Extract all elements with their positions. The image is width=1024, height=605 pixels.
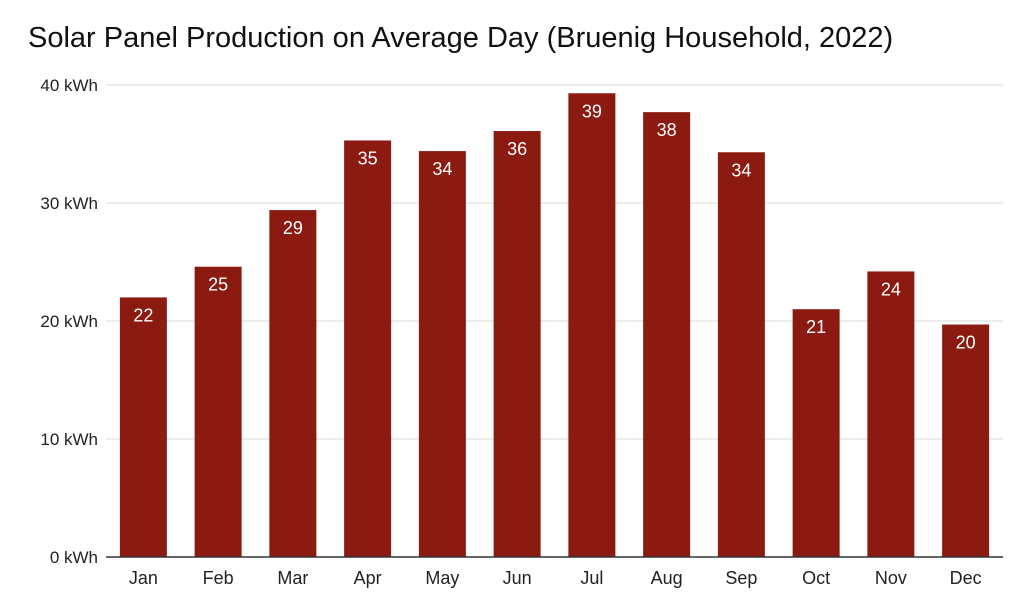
bar-jun [493, 131, 541, 557]
x-tick-label: Apr [354, 568, 382, 588]
bar-value-label: 39 [582, 101, 602, 121]
bar-feb [194, 266, 242, 557]
x-tick-label: Oct [802, 568, 830, 588]
x-tick-label: Aug [651, 568, 683, 588]
x-tick-label: Sep [725, 568, 757, 588]
bar-value-label: 34 [432, 159, 452, 179]
bar-jul [568, 93, 616, 557]
bar-value-label: 20 [956, 333, 976, 353]
gridlines [106, 84, 1003, 440]
x-tick-label: Feb [203, 568, 234, 588]
bar-value-label: 34 [731, 160, 751, 180]
y-tick-label: 30 kWh [40, 194, 98, 213]
y-tick-label: 40 kWh [40, 76, 98, 95]
bar-mar [269, 210, 317, 557]
bar-value-label: 22 [133, 305, 153, 325]
bar-may [418, 151, 466, 557]
bar-value-label: 24 [881, 279, 901, 299]
bar-value-label: 36 [507, 139, 527, 159]
x-tick-label: May [425, 568, 459, 588]
x-axis-ticks: Jan Feb Mar Apr May Jun Jul Aug Sep Oct Nov Dec [129, 568, 982, 588]
y-tick-label: 10 kWh [40, 430, 98, 449]
bar-value-label: 25 [208, 275, 228, 295]
x-tick-label: Dec [950, 568, 982, 588]
bar-value-labels: 22 25 29 35 34 36 39 38 34 21 24 20 [133, 101, 975, 352]
bar-sep [717, 152, 765, 557]
x-tick-label: Jun [503, 568, 532, 588]
x-tick-label: Mar [277, 568, 308, 588]
y-tick-label: 20 kWh [40, 312, 98, 331]
bar-value-label: 29 [283, 218, 303, 238]
bar-value-label: 21 [806, 317, 826, 337]
bar-jan [119, 297, 167, 557]
bar-aug [643, 112, 691, 557]
y-axis-ticks: 0 kWh 10 kWh 20 kWh 30 kWh 40 kWh [40, 76, 98, 567]
bar-oct [792, 309, 840, 557]
bar-value-label: 35 [358, 148, 378, 168]
bars [119, 93, 990, 557]
bar-apr [344, 140, 392, 557]
x-tick-label: Nov [875, 568, 907, 588]
y-tick-label: 0 kWh [50, 548, 98, 567]
x-tick-label: Jul [580, 568, 603, 588]
bar-value-label: 38 [657, 120, 677, 140]
bar-nov [867, 271, 915, 557]
chart-title: Solar Panel Production on Average Day (B… [28, 22, 894, 54]
x-tick-label: Jan [129, 568, 158, 588]
bar-dec [942, 324, 990, 557]
